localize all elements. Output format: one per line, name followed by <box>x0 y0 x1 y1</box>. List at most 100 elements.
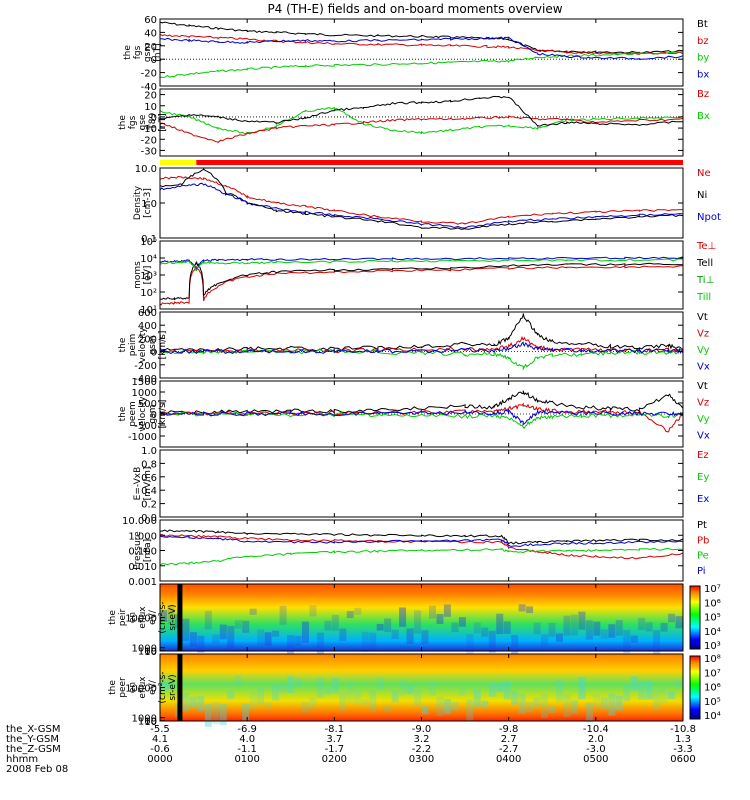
spectrogram-texture <box>600 629 608 639</box>
y-tick-label: 0.0 <box>141 513 157 524</box>
spectrogram-texture <box>541 694 549 719</box>
y-axis-label-line: [eV] <box>143 266 153 285</box>
ephemeris-value: -2.7 <box>499 744 519 755</box>
colorbar-label: 10⁴ <box>704 627 721 638</box>
y-axis-label-line: (cm²-s- <box>158 671 168 703</box>
ephemeris-value: -1.1 <box>237 744 257 755</box>
y-axis-label-line: Density <box>133 185 143 220</box>
legend-entry: Vy <box>697 345 710 356</box>
legend-entry: Vt <box>697 381 708 392</box>
series-bz-line <box>160 115 684 144</box>
spectrogram-texture <box>219 704 227 725</box>
spectrogram-texture <box>309 697 317 710</box>
spectrogram-texture <box>287 675 295 694</box>
y-tick-label: 10 <box>144 102 157 113</box>
spectrogram-texture <box>458 687 466 696</box>
spectrogram-texture <box>660 688 668 704</box>
colorbar-label: 10⁶ <box>704 598 721 609</box>
spectrogram-texture <box>615 695 623 711</box>
ephemeris-value: 2.7 <box>501 734 517 745</box>
y-axis-label-line: peim <box>128 334 138 357</box>
ephemeris-row-label: the_X-GSM <box>6 724 60 735</box>
spectrogram-texture <box>369 632 377 651</box>
ephemeris-value: 3.7 <box>326 734 342 745</box>
spectrogram-texture <box>316 677 324 698</box>
y-axis-label-line: E=-VxB <box>133 467 143 501</box>
y-axis-label-line: eflux <box>138 676 148 699</box>
spectrogram-texture <box>182 693 190 712</box>
colorbar-label: 10⁵ <box>704 697 721 708</box>
spectrogram-texture <box>219 624 227 640</box>
spectrogram-texture <box>645 622 653 632</box>
spectrogram-texture <box>227 690 235 700</box>
series-till-line <box>159 258 684 272</box>
legend-entry: Tell <box>696 258 713 269</box>
panel-temperature: 10¹ 10² 10³ 10⁴ 10⁵ Te⊥ Tell Ti⊥ Till moms [eV] <box>133 237 716 316</box>
legend-entry: Bx <box>697 111 710 122</box>
y-axis-label-line: sr-eV) <box>168 674 178 700</box>
y-axis-label-line: [mV/m] <box>143 467 153 501</box>
y-axis-label-line: peir <box>118 608 128 626</box>
ephemeris-value: -3.3 <box>673 744 693 755</box>
y-axis-label-line: [km/s] <box>158 400 168 429</box>
spectrogram-texture <box>272 685 280 701</box>
spectrogram-texture <box>563 694 571 717</box>
legend-entry: Vt <box>697 312 708 323</box>
colorbar-label: 10⁷ <box>704 584 721 595</box>
series-te-line <box>159 265 684 306</box>
ephemeris-value: 0600 <box>670 754 695 765</box>
spectrogram-texture <box>249 608 257 615</box>
series-vt-line <box>159 313 684 353</box>
spectrogram-texture <box>675 678 683 687</box>
y-axis-label: Density [cm-3] <box>133 185 153 220</box>
spectrogram-texture <box>473 622 481 634</box>
legend-entry: Vz <box>697 329 709 340</box>
spectrogram-texture <box>331 614 339 631</box>
spectrogram-texture <box>541 634 549 646</box>
spectrogram-texture <box>399 607 407 627</box>
y-axis-label: the peim velocity gsm [km/s] <box>118 327 168 363</box>
series-ne-line <box>159 175 683 225</box>
legend-entry: Ne <box>697 168 711 179</box>
spectrogram-texture <box>421 705 429 715</box>
spectrogram-texture <box>414 690 422 706</box>
spectrogram-texture <box>503 621 511 634</box>
spectrogram-texture <box>331 677 339 694</box>
y-tick-label: 1500 <box>132 377 157 388</box>
spectrogram-image <box>160 654 683 721</box>
ephemeris-value: -10.8 <box>670 724 696 735</box>
spectrogram-texture <box>668 691 676 700</box>
y-tick-label: 10² <box>140 288 157 299</box>
spectrogram-texture <box>436 614 444 624</box>
series-bx-line <box>159 106 684 135</box>
y-axis-label: Pressure [nPa] <box>133 531 153 570</box>
spectrogram-texture <box>608 624 616 638</box>
series-pe-line <box>159 547 684 566</box>
y-axis-label-line: the <box>108 610 118 625</box>
y-tick-label: 40 <box>144 28 157 39</box>
y-tick-label: 10.000 <box>122 516 157 527</box>
spectrogram-texture <box>548 705 556 714</box>
spectrogram-texture <box>361 699 369 706</box>
spectrogram-texture <box>189 632 197 647</box>
spectrogram-texture <box>257 687 265 705</box>
y-tick-label: 20 <box>144 91 157 102</box>
spectrogram-texture <box>324 620 332 631</box>
y-axis-label-line: sr-eV) <box>168 604 178 630</box>
spectrogram-texture <box>593 694 601 709</box>
colorbar <box>689 585 701 650</box>
ephemeris-value: 0200 <box>322 754 347 765</box>
spectrogram-texture <box>503 681 511 700</box>
y-tick-label: 10³ <box>140 271 157 282</box>
spectrogram-texture <box>555 679 563 703</box>
y-tick-label: 600 <box>138 308 157 319</box>
y-axis-label-line: [cm-3] <box>143 188 153 218</box>
series-vz-line <box>159 402 684 433</box>
y-tick-label: -20 <box>141 69 157 80</box>
y-axis-label: the peir en eflux eV/(cm²-s-sr-eV) <box>108 601 178 633</box>
y-axis-label-line: the <box>118 406 128 421</box>
legend-entry: Te⊥ <box>696 241 716 252</box>
spectrogram-texture <box>436 696 444 716</box>
